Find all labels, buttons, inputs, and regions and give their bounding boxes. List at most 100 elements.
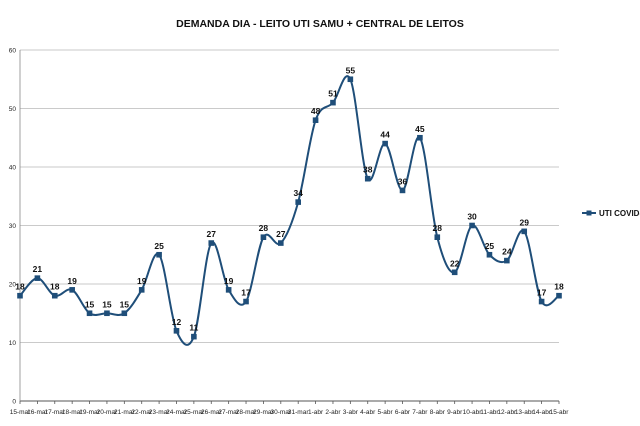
series-line bbox=[19, 75, 560, 346]
data-point-marker bbox=[312, 117, 319, 123]
x-tick-label: 4-abr bbox=[360, 409, 376, 416]
x-tick-label: 28-mar bbox=[236, 409, 257, 416]
x-tick-label: 12-abr bbox=[497, 409, 517, 416]
x-tick-label: 20-mar bbox=[97, 409, 118, 416]
y-tick-label: 50 bbox=[9, 106, 17, 113]
x-tick-label: 8-abr bbox=[430, 409, 446, 416]
data-label: 22 bbox=[450, 258, 460, 268]
data-point-marker bbox=[138, 287, 145, 293]
x-tick-label: 7-abr bbox=[412, 409, 428, 416]
data-point-marker bbox=[260, 234, 267, 240]
data-label: 27 bbox=[276, 229, 286, 239]
data-label: 18 bbox=[50, 282, 60, 292]
data-point-marker bbox=[191, 333, 197, 340]
x-tick-label: 17-mar bbox=[44, 409, 65, 416]
x-tick-label: 13-abr bbox=[515, 409, 535, 416]
x-tick-label: 24-mar bbox=[166, 409, 187, 416]
data-point-marker bbox=[469, 222, 475, 229]
data-label: 34 bbox=[293, 188, 303, 198]
x-tick-label: 16-mar bbox=[27, 409, 48, 416]
data-point-marker bbox=[364, 175, 371, 182]
data-point-marker bbox=[243, 298, 249, 305]
data-label: 38 bbox=[363, 165, 373, 175]
data-point-marker bbox=[51, 292, 58, 299]
legend: UTI COVID-19 bbox=[582, 209, 640, 218]
x-tick-label: 6-abr bbox=[395, 409, 411, 416]
data-point-marker bbox=[399, 187, 406, 194]
x-tick-label: 26-mar bbox=[201, 409, 222, 416]
x-tick-label: 25-mar bbox=[184, 409, 205, 416]
data-label: 15 bbox=[85, 299, 95, 309]
data-point-marker bbox=[17, 292, 23, 299]
data-labels: 18 21 18 19 15 15 15 19 25 12 11 27 19 17 28 27 34 48 51 55… bbox=[15, 65, 564, 332]
data-label: 44 bbox=[380, 130, 390, 140]
x-tick-label: 5-abr bbox=[378, 409, 394, 416]
data-point-marker bbox=[538, 298, 545, 305]
y-tick-label: 60 bbox=[9, 48, 17, 55]
data-label: 15 bbox=[120, 299, 130, 309]
x-tick-label: 15-abr bbox=[550, 409, 570, 416]
x-axis-ticks: 15-mar16-mar17-mar18-mar19-mar20-mar21-m… bbox=[10, 409, 570, 416]
data-label: 17 bbox=[241, 288, 251, 298]
x-tick-label: 14-abr bbox=[532, 409, 552, 416]
data-label: 25 bbox=[154, 241, 164, 251]
x-tick-label: 22-mar bbox=[131, 409, 152, 416]
data-label: 29 bbox=[519, 217, 529, 227]
data-label: 19 bbox=[137, 276, 147, 286]
data-label: 24 bbox=[502, 247, 512, 257]
data-point-marker bbox=[486, 251, 493, 258]
data-point-marker bbox=[451, 269, 458, 276]
data-label: 28 bbox=[433, 223, 443, 233]
data-label: 45 bbox=[415, 124, 425, 134]
data-point-marker bbox=[417, 134, 423, 141]
data-point-marker bbox=[521, 228, 528, 235]
data-point-marker bbox=[347, 76, 354, 83]
x-tick-label: 23-mar bbox=[149, 409, 170, 416]
x-tick-label: 3-abr bbox=[343, 409, 359, 416]
data-point-marker bbox=[504, 257, 510, 264]
data-label: 48 bbox=[311, 106, 321, 116]
chart-title: DEMANDA DIA - LEITO UTI SAMU + CENTRAL D… bbox=[176, 18, 464, 30]
data-label: 55 bbox=[346, 65, 356, 75]
x-tick-label: 11-abr bbox=[480, 409, 499, 416]
gridlines bbox=[20, 49, 559, 343]
x-tick-label: 9-abr bbox=[447, 409, 463, 416]
data-label: 15 bbox=[102, 299, 112, 309]
data-point-marker bbox=[556, 292, 562, 299]
x-tick-label: 29-mar bbox=[253, 409, 274, 416]
x-tick-label: 18-mar bbox=[62, 409, 83, 416]
data-label: 18 bbox=[554, 282, 564, 292]
data-label: 19 bbox=[67, 276, 77, 286]
data-point-marker bbox=[295, 199, 301, 205]
data-point-marker bbox=[104, 310, 110, 317]
data-label: 30 bbox=[467, 212, 477, 222]
y-axis-ticks: 0 10 20 30 40 50 60 bbox=[9, 48, 17, 406]
data-point-marker bbox=[208, 240, 215, 246]
x-tick-label: 30-mar bbox=[271, 409, 292, 416]
data-label: 18 bbox=[15, 282, 25, 292]
x-tick-label: 2-abr bbox=[325, 409, 341, 416]
x-tick-label: 10-abr bbox=[463, 409, 483, 416]
data-label: 36 bbox=[398, 176, 408, 186]
data-point-marker bbox=[225, 287, 232, 293]
data-point-marker bbox=[69, 287, 75, 293]
data-point-marker bbox=[330, 99, 336, 106]
y-tick-label: 0 bbox=[12, 399, 16, 406]
x-tick-label: 21-mar bbox=[114, 409, 135, 416]
x-tick-label: 27-mar bbox=[218, 409, 239, 416]
data-label: 17 bbox=[537, 288, 547, 298]
data-point-marker bbox=[121, 310, 128, 317]
data-point-marker bbox=[34, 275, 41, 281]
data-point-marker bbox=[434, 234, 441, 240]
y-tick-label: 40 bbox=[9, 165, 17, 172]
data-point-marker bbox=[156, 251, 162, 258]
data-label: 51 bbox=[328, 89, 338, 99]
data-label: 21 bbox=[33, 264, 43, 274]
data-label: 28 bbox=[259, 223, 269, 233]
axes bbox=[19, 50, 560, 404]
legend-marker bbox=[586, 210, 592, 216]
y-tick-label: 10 bbox=[9, 340, 17, 347]
y-tick-label: 20 bbox=[9, 282, 17, 289]
